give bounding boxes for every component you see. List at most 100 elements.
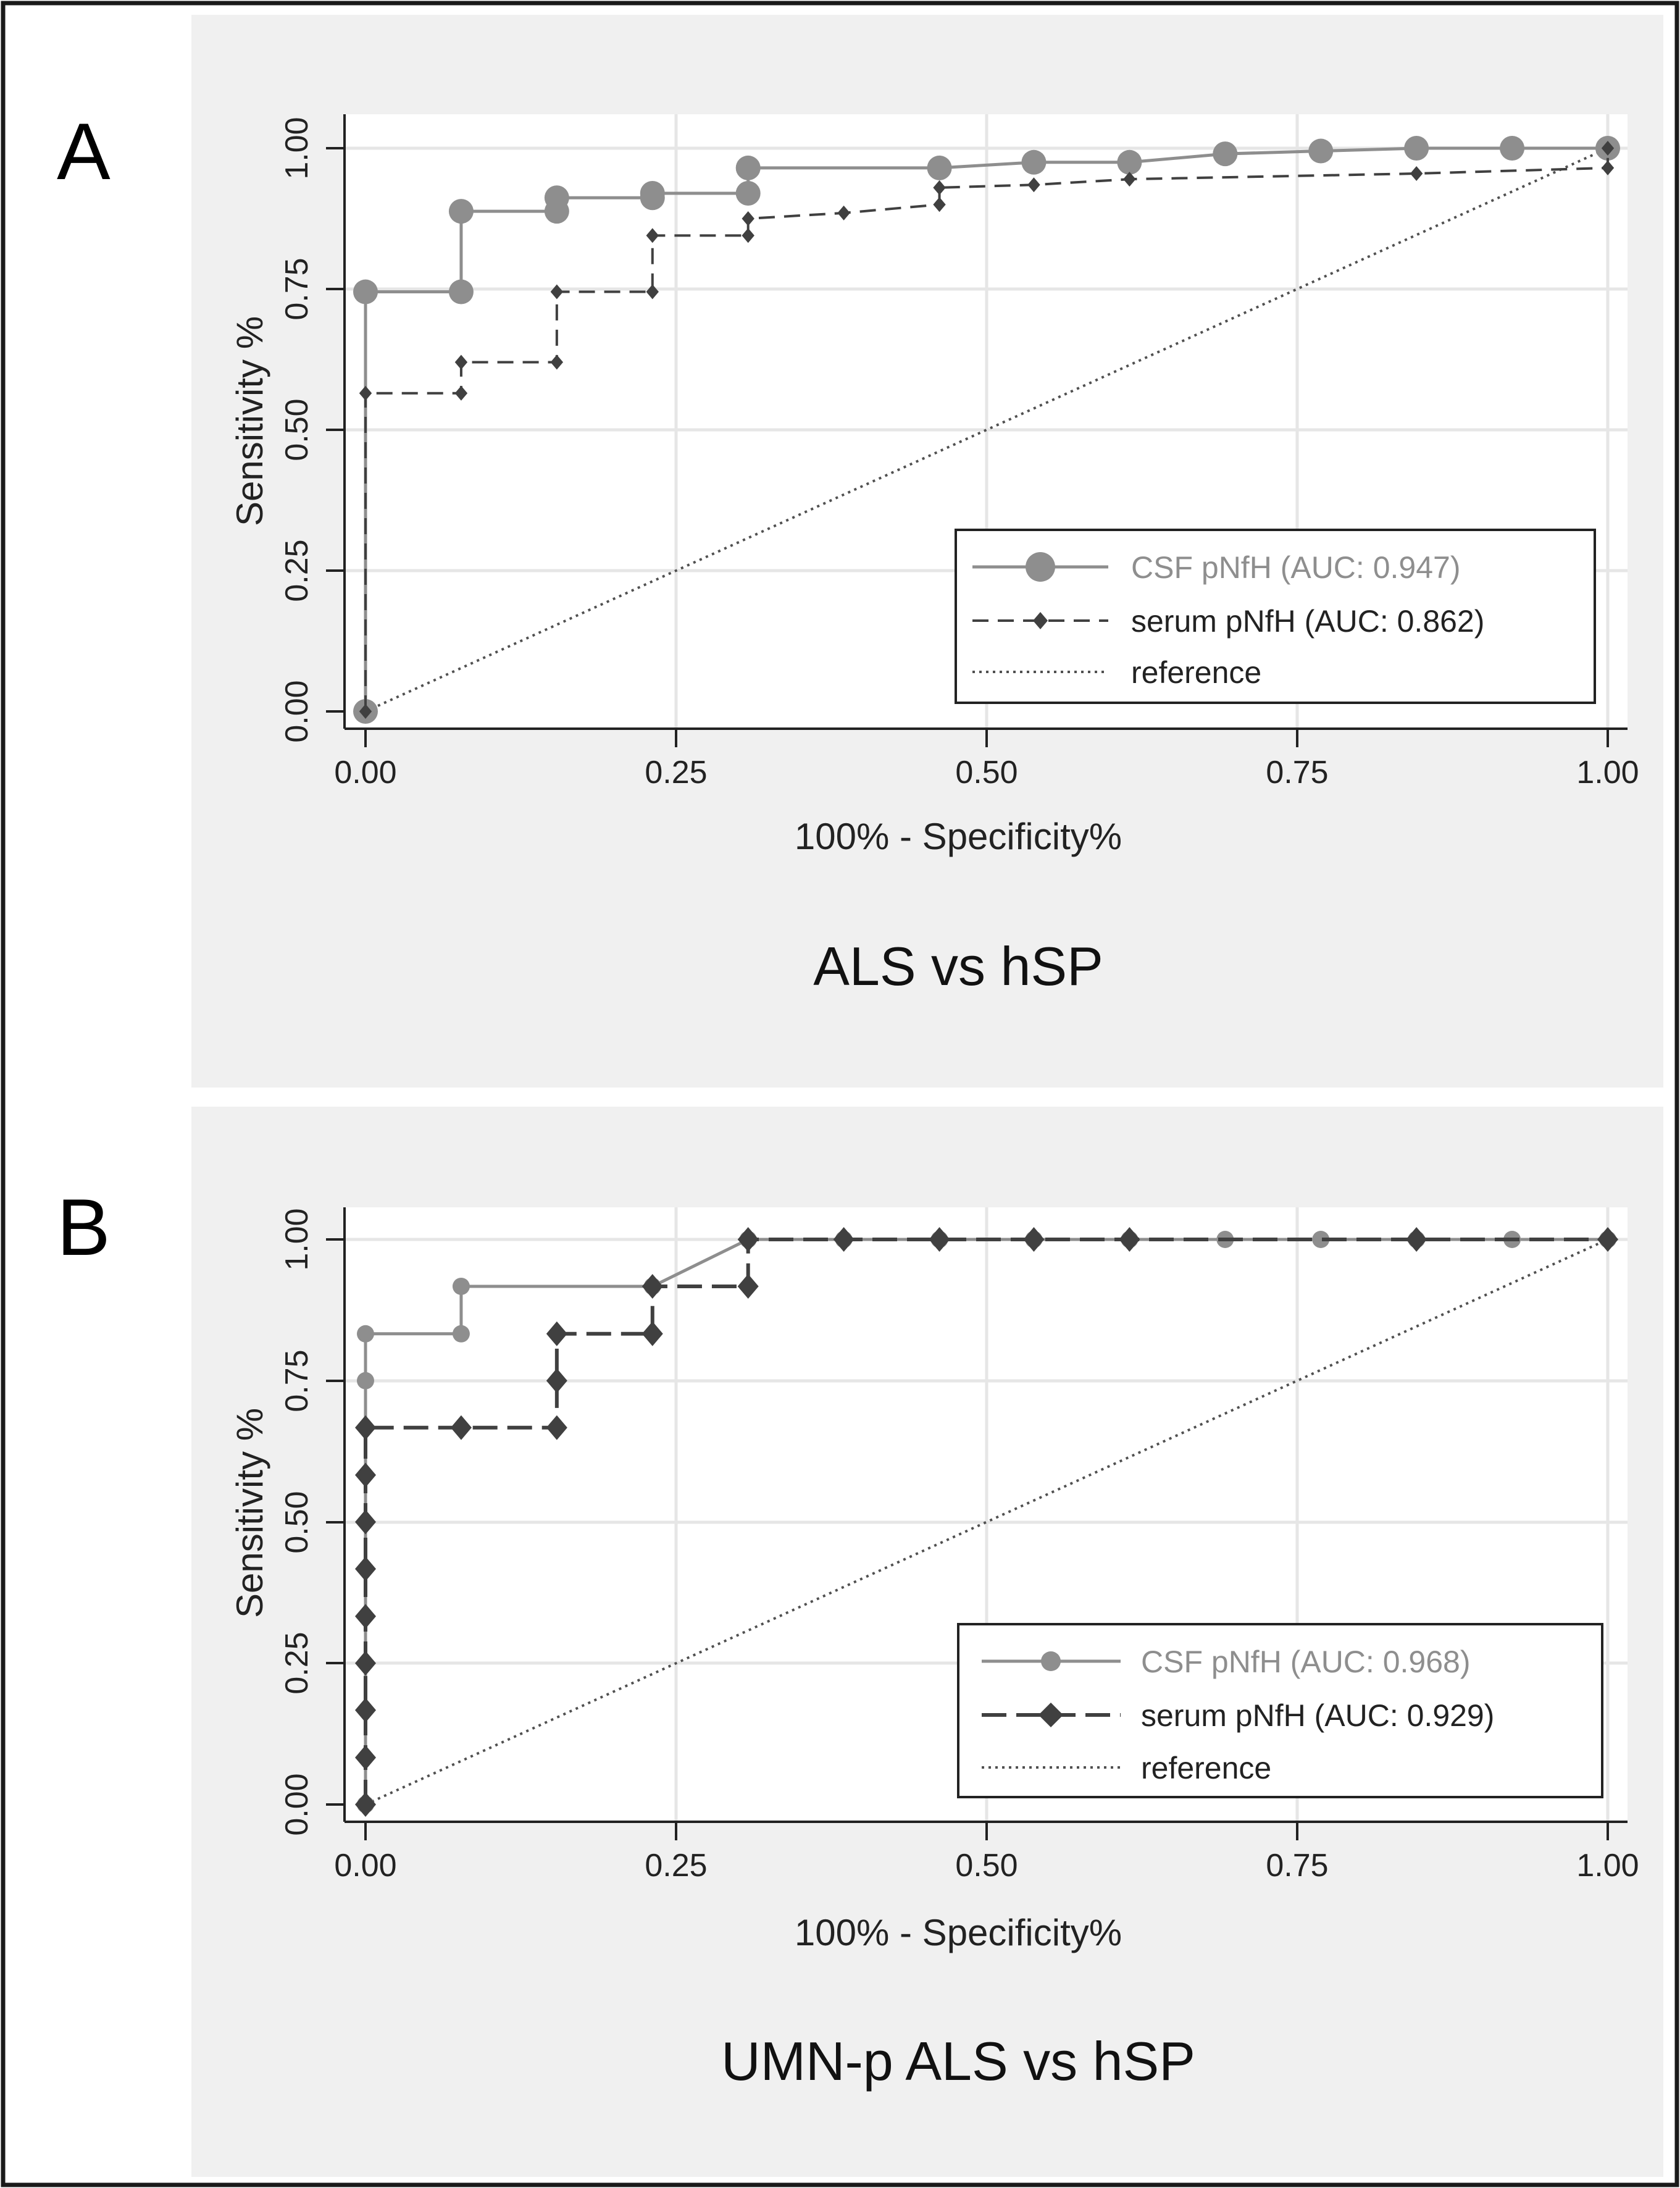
panel-a-legend: CSF pNfH (AUC: 0.947) serum pNfH (AUC: 0… <box>955 529 1596 704</box>
panel-b-csf-point <box>452 1277 470 1295</box>
panel-b-csf-point <box>452 1325 470 1343</box>
panel-a-ytick-label-1: 0.25 <box>279 539 315 601</box>
panel-a-csf-point <box>927 155 952 180</box>
panel-a-serum-point <box>550 354 564 370</box>
panel-a-xtick-label-1: 0.25 <box>645 755 707 790</box>
panel-a-ytick-label-3: 0.75 <box>279 258 315 320</box>
panel-b-ticks <box>326 1238 1609 1840</box>
panel-a-series-layer <box>353 136 1620 724</box>
panel-b-serum-point <box>546 1368 567 1393</box>
panel-a-ytick-label-4: 1.00 <box>279 117 315 179</box>
panel-a-legend-csf-marker <box>1026 552 1055 582</box>
panel-b-legend-csf-marker <box>1041 1651 1061 1671</box>
panel-b-serum-point <box>355 1792 376 1817</box>
panel-b-serum-point <box>929 1227 950 1252</box>
panel-b-serum-point <box>355 1509 376 1535</box>
panel-b-x-axis-title: 100% - Specificity% <box>795 1912 1122 1953</box>
panel-a-xtick-label-0: 0.00 <box>334 755 396 790</box>
panel-b-legend-reference-label: reference <box>1141 1751 1271 1785</box>
panel-a-serum-point <box>742 211 754 226</box>
panel-a-serum-point <box>1027 177 1040 193</box>
panel-b-ytick-label-3: 0.75 <box>279 1349 315 1412</box>
panel-b-xtick-label-0: 0.00 <box>334 1848 396 1884</box>
panel-a-csf-point <box>1213 141 1238 167</box>
panel-b-series-layer <box>355 1227 1618 1817</box>
panel-b-xtick-label-2: 0.50 <box>955 1848 1018 1884</box>
panel-b-serum-point <box>546 1415 567 1440</box>
panel-b-serum-point <box>355 1745 376 1771</box>
panel-a-csf-point <box>1404 136 1429 161</box>
panel-b-y-tick-labels: 0.00 0.25 0.50 0.75 1.00 <box>279 1208 315 1835</box>
panel-b-ytick-label-1: 0.25 <box>279 1632 315 1694</box>
panel-b-y-axis-title: Sensitivity % <box>229 1408 270 1618</box>
panel-a-csf-point <box>448 279 474 304</box>
panel-b-label: B <box>57 1182 111 1272</box>
panel-b-serum-point <box>355 1698 376 1723</box>
panel-b-serum-point <box>1023 1227 1045 1252</box>
panel-a-serum-point <box>646 284 659 300</box>
panel-a-xtick-label-3: 0.75 <box>1266 755 1328 790</box>
panel-a-serum-point <box>1410 166 1423 182</box>
panel-a-csf-point <box>544 185 569 211</box>
panel-b-serum-point <box>833 1227 855 1252</box>
panel-a-reference-line <box>365 147 1608 713</box>
panel-a-csf-point <box>448 199 474 224</box>
panel-b-serum-point <box>1406 1227 1427 1252</box>
panel-a-ticks <box>326 147 1609 747</box>
panel-a-legend-reference-label: reference <box>1131 655 1261 690</box>
panel-a: A 0.00 0.25 0.50 <box>57 15 1663 1088</box>
panel-a-legend-box <box>955 529 1596 704</box>
panel-b-subtitle: UMN-p ALS vs hSP <box>721 2031 1195 2092</box>
panel-a-csf-point <box>1117 149 1142 175</box>
panel-a-csf-point <box>353 279 378 304</box>
panel-a-csf-point <box>1500 136 1525 161</box>
panel-a-serum-point <box>454 354 468 370</box>
panel-a-serum-point <box>837 205 850 220</box>
panel-a-label: A <box>57 106 111 196</box>
panel-b-ytick-label-4: 1.00 <box>279 1208 315 1270</box>
panel-b-serum-point <box>355 1415 376 1440</box>
panel-a-serum-point <box>742 228 754 243</box>
panel-b-serum-point <box>355 1651 376 1676</box>
panel-b-xtick-label-4: 1.00 <box>1576 1848 1639 1884</box>
panel-a-serum-point <box>1601 141 1615 156</box>
panel-a-x-tick-labels: 0.00 0.25 0.50 0.75 1.00 <box>334 755 1639 790</box>
panel-b-xtick-label-3: 0.75 <box>1266 1848 1328 1884</box>
panel-b-legend-serum-label: serum pNfH (AUC: 0.929) <box>1141 1698 1494 1733</box>
panel-b-serum-point <box>737 1273 759 1299</box>
panel-b-serum-point <box>641 1321 663 1346</box>
panel-b-csf-point <box>1312 1231 1330 1248</box>
panel-a-csf-point <box>735 155 761 180</box>
panel-b-ytick-label-0: 0.00 <box>279 1773 315 1835</box>
panel-a-serum-point <box>646 228 659 243</box>
panel-a-serum-point <box>933 197 946 212</box>
panel-b-serum-point <box>641 1273 663 1299</box>
panel-b-legend-csf-label: CSF pNfH (AUC: 0.968) <box>1141 1645 1470 1679</box>
panel-a-serum-point <box>933 180 946 195</box>
panel-a-xtick-label-2: 0.50 <box>955 755 1018 790</box>
panel-a-serum-point <box>359 704 372 719</box>
panel-b-serum-point <box>355 1556 376 1582</box>
panel-b-serum-point <box>1597 1227 1618 1252</box>
panel-b-csf-point <box>357 1325 374 1343</box>
panel-b-legend: CSF pNfH (AUC: 0.968) serum pNfH (AUC: 0… <box>957 1623 1603 1798</box>
panel-a-xtick-label-4: 1.00 <box>1576 755 1639 790</box>
panel-a-csf-point <box>1308 138 1334 164</box>
panel-b-ytick-label-2: 0.50 <box>279 1491 315 1553</box>
panel-a-csf-point <box>1021 149 1047 175</box>
panel-b-csf-point <box>357 1372 374 1390</box>
panel-b-legend-serum-marker <box>1039 1703 1063 1727</box>
panel-a-x-axis-title: 100% - Specificity% <box>795 816 1122 857</box>
panel-a-legend-serum-label: serum pNfH (AUC: 0.862) <box>1131 604 1484 639</box>
panel-a-legend-csf-label: CSF pNfH (AUC: 0.947) <box>1131 550 1460 585</box>
panel-b-serum-point <box>355 1604 376 1629</box>
panel-b-x-tick-labels: 0.00 0.25 0.50 0.75 1.00 <box>334 1848 1639 1884</box>
panel-b-serum-point <box>355 1462 376 1488</box>
panel-a-y-axis-title: Sensitivity % <box>229 316 270 526</box>
panel-a-csf-point <box>735 180 761 206</box>
panel-b-xtick-label-1: 0.25 <box>645 1848 707 1884</box>
panel-a-ytick-label-0: 0.00 <box>279 680 315 742</box>
panel-a-serum-point <box>1601 160 1615 175</box>
panel-a-csf-curve <box>364 146 1608 711</box>
